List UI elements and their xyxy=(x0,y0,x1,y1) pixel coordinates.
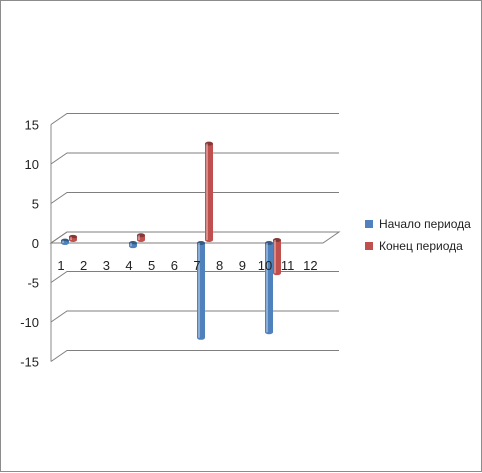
legend-label-series-1: Начало периода xyxy=(379,217,471,231)
bar-base xyxy=(265,330,273,335)
bar-cap xyxy=(137,233,145,238)
legend-swatch-series-1 xyxy=(365,220,373,228)
x-tick-label: 3 xyxy=(103,258,110,273)
bar-highlight xyxy=(274,240,276,274)
x-axis-ticks: 1 2 3 4 5 6 7 8 9 10 11 12 xyxy=(57,258,317,273)
zero-plane xyxy=(49,231,341,244)
y-tick-label: -5 xyxy=(27,276,39,291)
y-tick-label: 0 xyxy=(32,236,39,251)
gridline xyxy=(50,113,339,125)
bar-base xyxy=(137,238,145,242)
x-tick-label: 11 xyxy=(281,258,295,273)
bar-series-1-cat-1 xyxy=(61,238,69,245)
x-tick-label: 10 xyxy=(258,258,272,273)
bar-front xyxy=(265,243,273,333)
x-tick-label: 9 xyxy=(239,258,246,273)
bar-highlight xyxy=(138,235,140,240)
bar-front xyxy=(273,240,281,274)
bar-cap xyxy=(273,238,281,242)
gridline xyxy=(50,350,339,362)
bar-series-2-cat-4 xyxy=(137,233,145,242)
x-tick-label: 4 xyxy=(125,258,132,273)
bar-base xyxy=(205,238,213,242)
x-tick-label: 6 xyxy=(171,258,178,273)
bar-base xyxy=(273,271,281,276)
legend-label-series-2: Конец периода xyxy=(379,239,463,253)
bar-highlight xyxy=(70,236,72,240)
x-tick-label: 8 xyxy=(216,258,223,273)
y-tick-label: -10 xyxy=(20,315,39,330)
bar-highlight xyxy=(198,243,200,338)
bar-front xyxy=(197,243,205,338)
bar-series-1-cat-4 xyxy=(129,241,137,249)
bar-series-1-cat-10 xyxy=(265,241,273,335)
bar-cap xyxy=(69,234,77,239)
x-tick-label: 5 xyxy=(148,258,155,273)
y-axis-ticks: 15 10 5 0 -5 -10 -15 xyxy=(20,118,39,370)
x-tick-label: 1 xyxy=(57,258,64,273)
gridline xyxy=(50,271,339,283)
y-tick-label: 15 xyxy=(25,118,39,133)
bar-base xyxy=(61,241,69,245)
bar-series-2-cat-7 xyxy=(205,141,213,242)
gridline xyxy=(50,152,339,165)
bar-base xyxy=(69,238,77,242)
y-tick-label: -15 xyxy=(20,355,39,370)
legend-item-series-1: Начало периода xyxy=(365,213,481,235)
bar-front xyxy=(137,235,145,240)
bar-highlight xyxy=(62,240,64,243)
x-tick-label: 7 xyxy=(193,258,200,273)
bar-cap xyxy=(205,141,213,146)
bars xyxy=(61,141,281,340)
bar-cap xyxy=(129,241,137,245)
bar-base xyxy=(129,244,137,249)
chart-walls xyxy=(50,113,339,362)
bar-base xyxy=(197,335,205,340)
gridlines xyxy=(49,113,341,362)
legend-item-series-2: Конец периода xyxy=(365,235,481,257)
x-tick-label: 12 xyxy=(303,258,317,273)
bar-highlight xyxy=(266,243,268,333)
bar-highlight xyxy=(130,243,132,247)
bar-series-2-cat-1 xyxy=(69,234,77,242)
gridline xyxy=(50,192,339,204)
bar-cap xyxy=(197,241,205,245)
legend-swatch-series-2 xyxy=(365,242,373,250)
legend: Начало периода Конец периода xyxy=(365,213,481,257)
bar-series-1-cat-7 xyxy=(197,241,205,340)
y-tick-label: 10 xyxy=(25,157,39,172)
bar-front xyxy=(205,143,213,240)
gridline xyxy=(50,310,339,323)
bar-series-2-cat-10 xyxy=(273,238,281,276)
bar-highlight xyxy=(206,143,208,240)
x-tick-label: 2 xyxy=(80,258,87,273)
bar-cap xyxy=(265,241,273,245)
y-tick-label: 5 xyxy=(32,197,39,212)
